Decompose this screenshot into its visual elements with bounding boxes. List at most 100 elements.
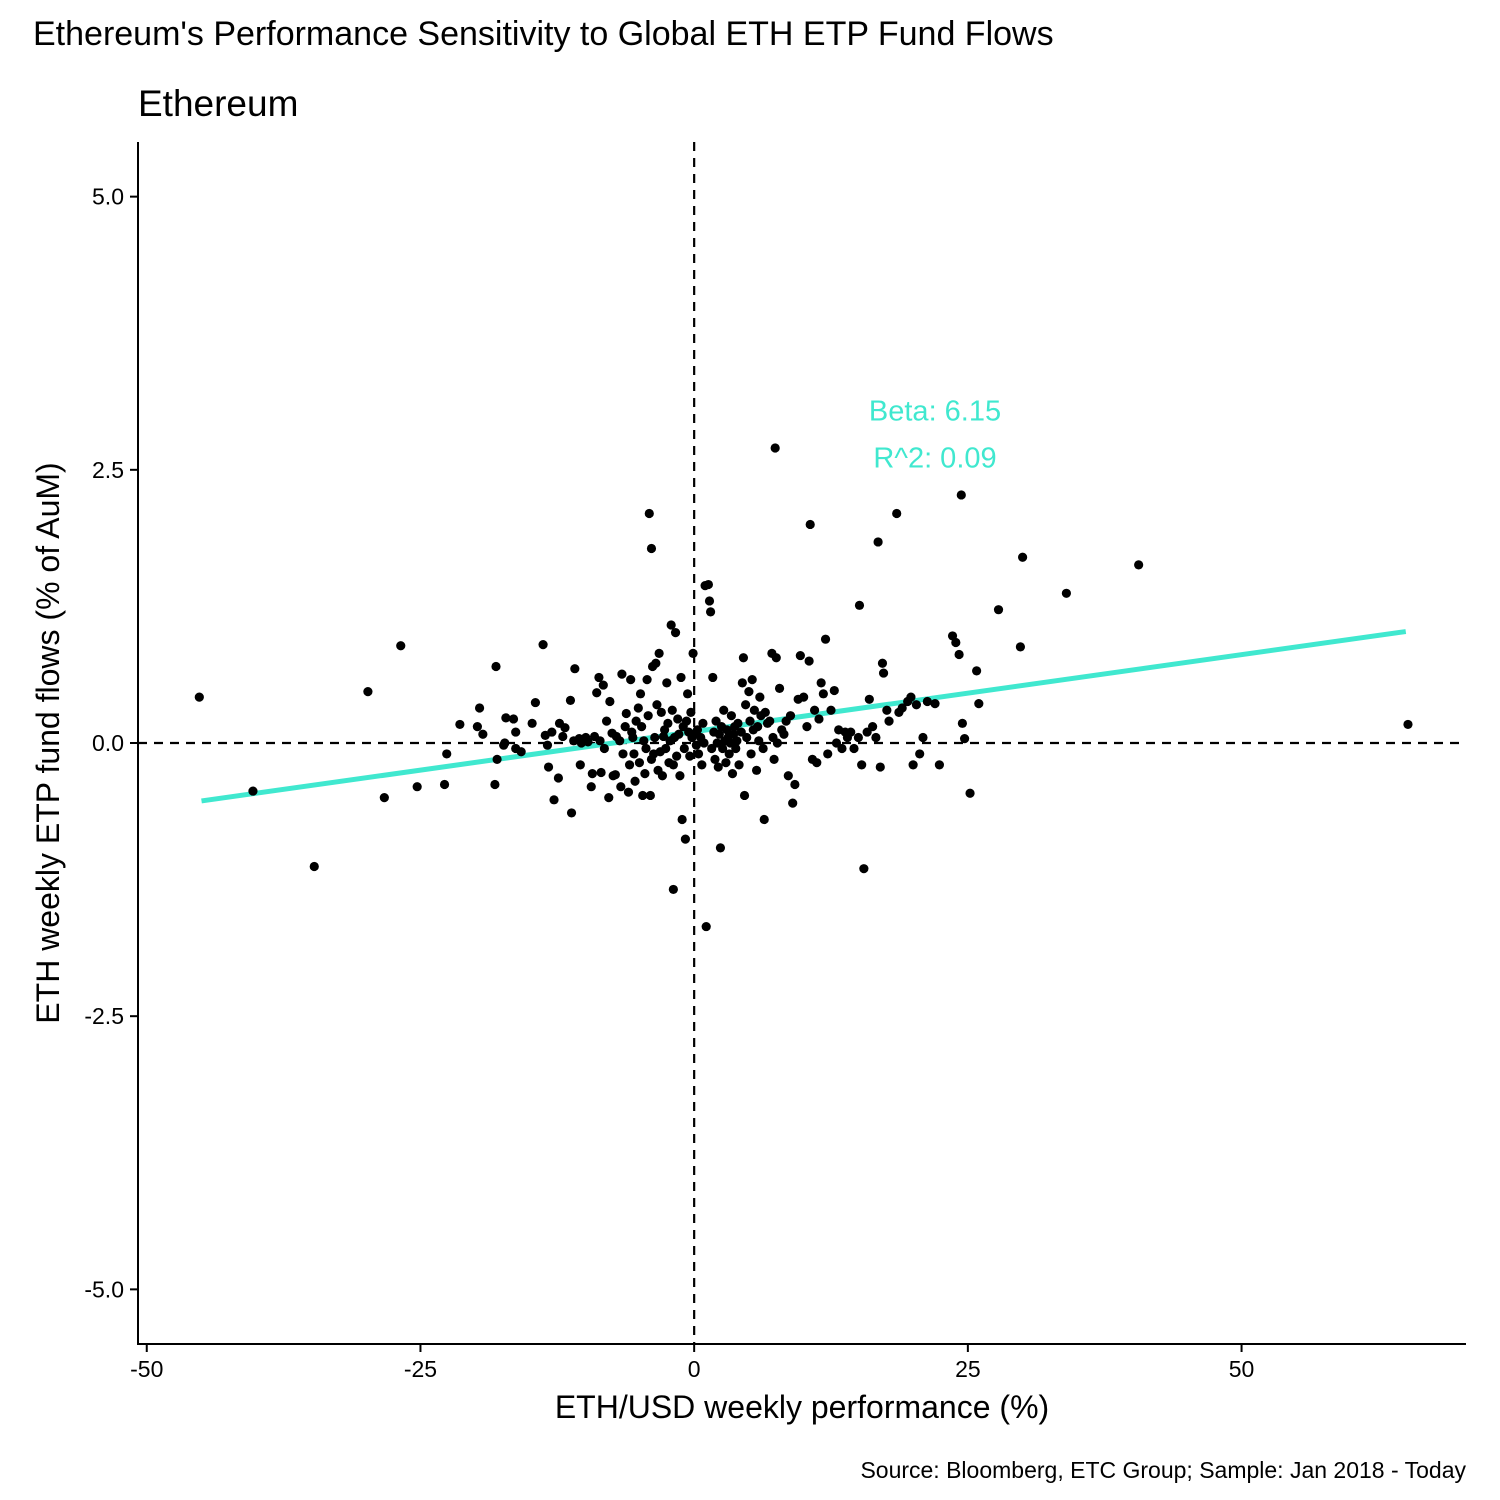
data-point [1403,719,1413,730]
data-point [560,723,570,733]
data-point [751,765,762,775]
data-point [599,743,609,754]
data-point [652,700,662,710]
data-point [675,771,685,781]
data-point [770,443,780,453]
data-point [760,707,770,718]
data-point [854,600,865,610]
data-point [814,714,824,724]
data-point [829,685,839,696]
data-point [610,770,620,780]
data-point [626,675,636,685]
data-point [882,705,892,715]
data-point [972,666,982,676]
data-point [755,692,765,702]
data-point [474,703,485,713]
data-point [878,668,889,678]
data-point [957,718,967,728]
data-point [604,793,614,803]
x-tick-label: 50 [1229,1356,1255,1382]
data-point [586,782,596,792]
data-point [741,700,751,710]
data-point [629,749,639,759]
data-point [624,760,635,770]
data-point [646,543,657,554]
data-point [639,736,649,746]
data-point [641,743,651,754]
x-tick-label: -50 [130,1356,163,1382]
data-point [645,790,655,801]
data-point [871,732,881,743]
data-point [668,760,678,770]
y-tick-label: 2.5 [92,457,124,483]
y-tick-label: 0.0 [92,730,124,756]
data-point [897,703,907,713]
data-point [965,788,975,798]
data-point [911,700,922,710]
data-point [500,738,510,748]
x-tick-label: 0 [688,1356,701,1382]
data-point [731,743,741,754]
data-point [877,658,888,668]
data-point [605,696,615,707]
data-point [640,768,650,779]
data-point [676,672,686,683]
data-point [686,707,696,718]
data-point [873,537,883,547]
data-point [884,716,894,726]
regression-layer [201,629,1407,804]
data-point [617,669,627,679]
y-tick-label: -5.0 [84,1276,124,1302]
data-point [634,758,645,768]
x-tick-label: -25 [404,1356,437,1382]
data-point [744,687,754,697]
data-point [906,692,916,702]
data-point [758,743,768,754]
data-point [705,607,716,617]
data-point [818,689,828,699]
data-point [412,782,422,792]
data-point [974,699,984,709]
data-point [674,729,684,739]
data-point [922,696,932,707]
data-point [908,760,918,770]
data-point [823,749,833,759]
data-point [820,634,831,644]
data-point [704,596,715,606]
data-point [673,714,683,724]
data-point [754,736,764,746]
data-point [747,675,757,685]
data-point [849,743,859,754]
data-point [837,743,847,754]
data-point [826,705,836,715]
data-point [623,787,634,797]
data-point [592,688,602,698]
data-point [662,678,672,688]
data-point [1018,552,1028,562]
chart-title: Ethereum's Performance Sensitivity to Gl… [33,15,1054,53]
data-point [698,718,708,728]
data-point [790,779,800,790]
data-point [1134,560,1144,570]
data-point [570,664,580,674]
data-point [527,718,537,728]
data-point [679,743,689,754]
data-point [511,727,521,737]
data-point [668,884,678,895]
data-point [672,751,682,761]
data-point [742,732,752,743]
data-point [644,508,654,519]
data-point [954,649,964,660]
data-point [558,731,568,742]
data-point [739,790,750,801]
data-point [915,749,925,759]
data-point [587,768,597,779]
data-point [566,808,577,818]
data-point [875,762,885,772]
data-point [379,793,389,803]
data-point [734,760,744,770]
data-point [538,640,548,650]
data-point [594,672,604,683]
data-point [859,864,869,874]
data-point [651,658,661,668]
